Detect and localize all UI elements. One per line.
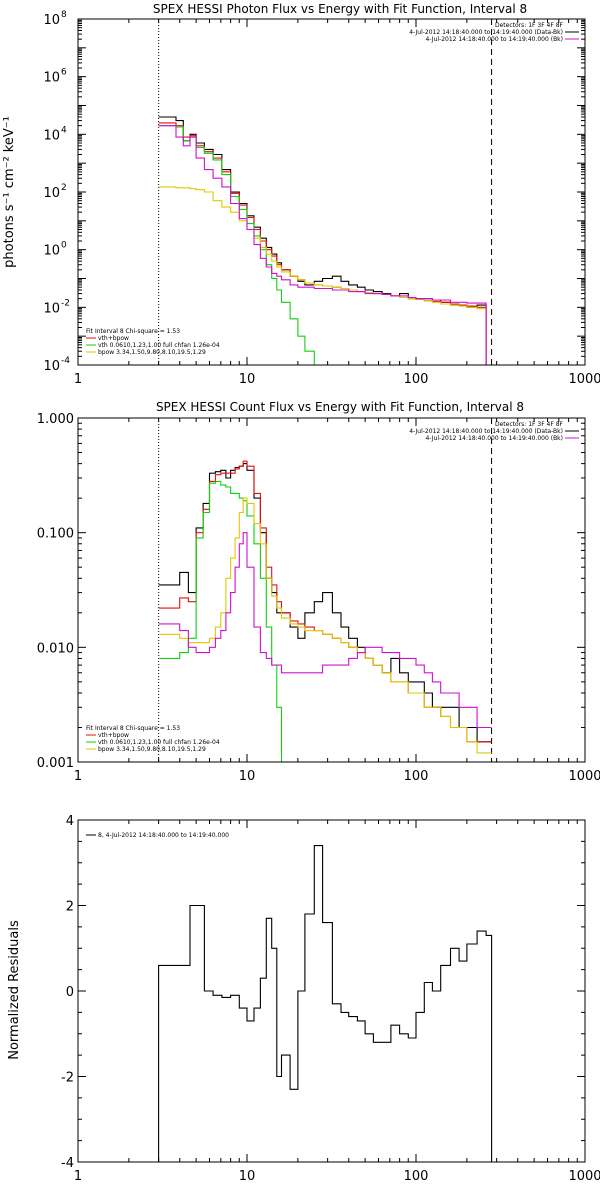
photon-flux-panel: SPEX HESSI Photon Flux vs Energy with Fi…: [2, 2, 600, 387]
residuals-axes-frame: [77, 819, 586, 1163]
residuals-y-label: Normalized Residuals: [7, 920, 22, 1060]
photon-flux-reference-lines: [158, 19, 493, 365]
x-tick-label: 10: [239, 769, 256, 784]
legend-text: vth+bpow: [98, 732, 129, 739]
x-tick-label: 1: [74, 372, 82, 387]
y-tick-exponent: -2: [61, 298, 70, 308]
residuals-panel: Normalized Residuals 1 10 100 1000 -4 -2 0 2 4 8…: [7, 814, 600, 1184]
residuals-series: [158, 845, 493, 1162]
legend-text: Fit Interval 8 Chi-square = 1.53: [86, 725, 180, 732]
x-tick-label: 100: [404, 1169, 429, 1184]
x-tick-label: 100: [404, 769, 429, 784]
y-tick-label: 10: [43, 359, 60, 374]
x-tick-label: 1000: [568, 1169, 600, 1184]
y-tick-exponent: 8: [61, 10, 67, 20]
x-tick-label: 1000: [568, 769, 600, 784]
y-tick-exponent: 4: [61, 125, 67, 135]
header-legend-text: Detectors: 1F 3F 4F 8F: [495, 421, 564, 428]
y-tick-label: -4: [61, 1156, 74, 1171]
y-tick-label: 0.001: [37, 756, 74, 771]
series-data-line: [158, 845, 493, 1162]
y-tick-label: 1.000: [37, 412, 74, 427]
count-flux-axes-frame: [77, 417, 586, 763]
series-vth-line: [158, 480, 291, 763]
y-tick-label: 10: [43, 244, 60, 259]
y-tick-label: 10: [43, 186, 60, 201]
y-tick-label: -2: [61, 1071, 74, 1086]
photon-flux-axes-frame: [77, 18, 586, 366]
y-tick-label: 4: [66, 814, 74, 829]
y-tick-label: 10: [43, 301, 60, 316]
count-flux-tick-labels: 1 10 100 1000 0.001 0.010 0.100 1.000: [37, 412, 600, 784]
y-tick-label: 10: [43, 13, 60, 28]
header-legend-text: Detectors: 1F 3F 4F 8F: [495, 22, 564, 29]
legend-text: 8, 4-Jul-2012 14:18:40.000 to 14:19:40.0…: [98, 832, 229, 839]
x-tick-label: 1: [74, 1169, 82, 1184]
x-tick-label: 1000: [568, 372, 600, 387]
series-bpow-line: [158, 497, 492, 754]
x-tick-label: 10: [239, 1169, 256, 1184]
header-legend-text: 4-Jul-2012 14:18:40.000 to 14:19:40.000 …: [425, 36, 563, 43]
header-legend-text: 4-Jul-2012 14:18:40.000 to 14:19:40.000 …: [425, 435, 563, 442]
y-tick-exponent: 6: [61, 68, 67, 78]
y-tick-label: 2: [66, 900, 74, 915]
x-tick-label: 10: [239, 372, 256, 387]
x-tick-label: 100: [404, 372, 429, 387]
legend-text: vth 0.0610,1.23,1.00 full chfan 1.26e-04: [98, 739, 220, 746]
header-legend-text: 4-Jul-2012 14:18:40.000 to 14:19:40.000 …: [409, 29, 563, 36]
photon-flux-y-label: photons s⁻¹ cm⁻² keV⁻¹: [2, 116, 17, 268]
photon-flux-title: SPEX HESSI Photon Flux vs Energy with Fi…: [153, 2, 527, 16]
legend-text: Fit Interval 8 Chi-square = 1.53: [86, 328, 180, 335]
header-legend-text: 4-Jul-2012 14:18:40.000 to 14:19:40.000 …: [409, 428, 563, 435]
plot-frame: [77, 417, 586, 763]
y-tick-label: 0.010: [37, 641, 74, 656]
legend-text: vth+bpow: [98, 335, 129, 342]
y-tick-label: 0: [66, 985, 74, 1000]
count-flux-reference-lines: [158, 418, 493, 762]
y-tick-exponent: -4: [61, 356, 70, 366]
count-flux-panel: SPEX HESSI Count Flux vs Energy with Fit…: [37, 400, 600, 784]
y-tick-label: 10: [43, 71, 60, 86]
legend-text: bpow 3.34,1.50,9.80,8.10,19.5,1.29: [98, 349, 206, 356]
residuals-legend: 8, 4-Jul-2012 14:18:40.000 to 14:19:40.0…: [86, 832, 229, 839]
residuals-tick-labels: 1 10 100 1000 -4 -2 0 2 4: [61, 814, 600, 1184]
photon-flux-legend: Detectors: 1F 3F 4F 8F4-Jul-2012 14:18:4…: [86, 22, 579, 356]
count-flux-legend: Detectors: 1F 3F 4F 8F4-Jul-2012 14:18:4…: [86, 421, 579, 753]
legend-text: bpow 3.34,1.50,9.80,8.10,19.5,1.29: [98, 746, 206, 753]
photon-flux-series: [158, 116, 492, 366]
count-flux-series: [158, 460, 492, 763]
series-multi-line: [158, 125, 492, 366]
y-tick-exponent: 2: [61, 183, 67, 193]
series-bpow-line: [158, 186, 492, 366]
x-tick-label: 1: [74, 769, 82, 784]
series-data-line: [158, 463, 492, 743]
y-tick-exponent: 0: [61, 241, 67, 251]
count-flux-title: SPEX HESSI Count Flux vs Energy with Fit…: [156, 400, 524, 414]
series-multi-line: [158, 532, 492, 729]
y-tick-label: 0.100: [37, 527, 74, 542]
y-tick-label: 10: [43, 128, 60, 143]
legend-text: vth 0.0610,1.23,1.00 full chfan 1.26e-04: [98, 342, 220, 349]
